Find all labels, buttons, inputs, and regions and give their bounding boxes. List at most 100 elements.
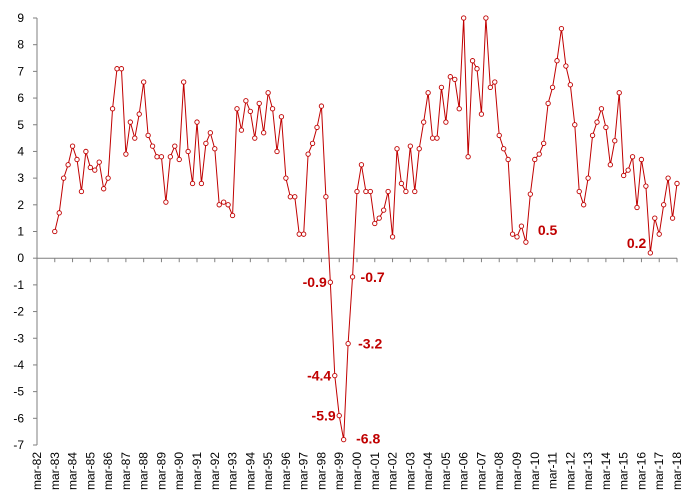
x-tick-label: mar-06 [457, 452, 471, 490]
x-tick-label: mar-05 [439, 452, 453, 490]
x-tick-label: mar-85 [83, 452, 97, 490]
data-point [505, 156, 511, 163]
data-point [243, 98, 249, 104]
data-point [389, 234, 396, 240]
x-tick-label: mar-12 [563, 452, 577, 490]
data-point [456, 106, 462, 112]
x-tick-label: mar-08 [492, 452, 506, 490]
x-tick-label: mar-16 [634, 452, 648, 490]
data-point [216, 202, 222, 208]
data-point [132, 135, 138, 141]
data-point [581, 202, 587, 208]
data-point [341, 437, 347, 443]
data-point [167, 154, 173, 160]
data-point [461, 15, 467, 21]
data-point [536, 151, 542, 157]
x-axis-tick-labels: mar-82 mar-83 mar-84 mar-85 mar-86 mar-87 mar-… [30, 452, 684, 490]
data-point [421, 119, 427, 125]
data-point [354, 188, 360, 195]
data-point [87, 164, 93, 171]
data-point [598, 106, 605, 112]
y-tick-label: 8 [17, 38, 24, 52]
data-point [92, 167, 98, 173]
data-point [238, 127, 245, 133]
data-point [527, 191, 533, 197]
data-point [447, 74, 453, 80]
data-point [612, 138, 618, 144]
data-point [541, 140, 547, 147]
x-tick-label: mar-94 [243, 452, 257, 490]
data-point [496, 132, 502, 139]
data-point [74, 156, 80, 163]
data-point [292, 194, 298, 200]
data-label: -6.8 [356, 431, 380, 447]
data-point [554, 58, 560, 64]
data-point [225, 202, 231, 208]
data-point [487, 84, 493, 91]
y-tick-label: -3 [13, 331, 24, 345]
data-point [469, 58, 476, 64]
data-point [256, 100, 262, 107]
data-point [314, 124, 320, 131]
data-point [234, 106, 240, 112]
y-axis-tick-labels: -7 -6 -5 -4 -3 -2 -1 0 1 2 3 4 5 6 7 8 9 [13, 11, 24, 452]
data-point [367, 188, 373, 195]
x-tick-label: mar-84 [66, 452, 80, 490]
y-tick-label: 4 [17, 144, 24, 158]
data-point [669, 215, 676, 221]
data-point [652, 215, 658, 221]
data-point [158, 154, 165, 160]
data-point [429, 135, 436, 141]
data-point [407, 143, 413, 149]
data-point [265, 90, 271, 96]
data-point [394, 146, 400, 152]
x-tick-label: mar-14 [599, 452, 613, 490]
x-tick-label: mar-02 [386, 452, 400, 490]
data-point [398, 180, 405, 187]
data-point [69, 143, 76, 149]
data-point [309, 140, 316, 147]
x-tick-label: mar-00 [350, 452, 364, 490]
y-tick-label: -1 [13, 278, 24, 292]
data-point [412, 188, 418, 195]
data-point [105, 175, 111, 181]
data-point [372, 220, 378, 227]
x-tick-label: mar-98 [314, 452, 328, 490]
y-tick-label: 0 [17, 251, 24, 265]
data-point [616, 90, 622, 96]
data-point [656, 231, 662, 237]
data-point [198, 180, 205, 187]
data-point [212, 146, 218, 152]
data-point [229, 212, 236, 219]
data-point [625, 167, 631, 173]
data-point [514, 234, 520, 240]
x-tick-label: mar-90 [172, 452, 186, 490]
data-point [207, 130, 213, 136]
x-tick-label: mar-13 [581, 452, 595, 490]
data-point [296, 231, 302, 237]
data-label: -4.4 [307, 368, 331, 384]
x-tick-label: mar-96 [279, 452, 293, 490]
data-point [416, 146, 422, 152]
x-tick-label: mar-87 [119, 452, 133, 490]
data-point [203, 140, 209, 147]
data-point [452, 76, 458, 83]
x-tick-label: mar-10 [528, 452, 542, 490]
data-point [358, 162, 365, 168]
data-point [576, 188, 582, 195]
data-point [492, 79, 498, 85]
data-point [607, 162, 613, 168]
data-point [287, 194, 293, 200]
data-point [474, 66, 480, 72]
x-tick-label: mar-04 [421, 452, 435, 490]
data-point [56, 210, 62, 216]
data-point [261, 130, 267, 136]
data-point [172, 143, 178, 149]
data-point [589, 132, 596, 139]
data-point [567, 82, 573, 88]
data-point [501, 146, 507, 152]
x-tick-label: mar-07 [474, 452, 488, 490]
y-tick-label: 5 [17, 118, 24, 132]
data-point [363, 188, 369, 195]
data-point [336, 412, 342, 419]
